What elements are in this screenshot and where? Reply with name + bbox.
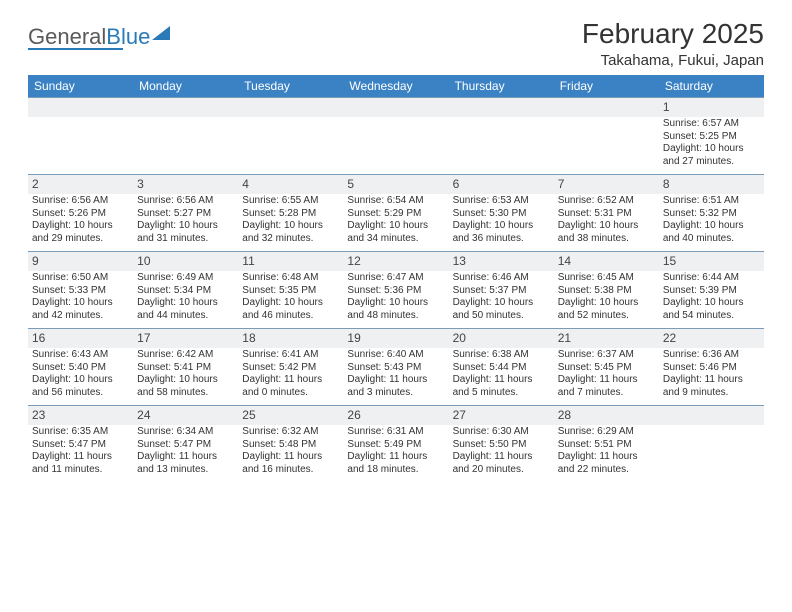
header-row: GeneralBlue February 2025 Takahama, Fuku… [28, 18, 764, 69]
day-number-cell: 4 [238, 175, 343, 195]
day-detail-cell: Sunrise: 6:30 AM Sunset: 5:50 PM Dayligh… [449, 425, 554, 482]
day-number-cell [28, 98, 133, 118]
day-detail-cell: Sunrise: 6:44 AM Sunset: 5:39 PM Dayligh… [659, 271, 764, 329]
weekday-header: Wednesday [343, 75, 448, 98]
day-detail-cell: Sunrise: 6:53 AM Sunset: 5:30 PM Dayligh… [449, 194, 554, 252]
day-detail-cell: Sunrise: 6:29 AM Sunset: 5:51 PM Dayligh… [554, 425, 659, 482]
day-detail-cell: Sunrise: 6:42 AM Sunset: 5:41 PM Dayligh… [133, 348, 238, 406]
day-number-cell: 20 [449, 329, 554, 349]
day-number-row: 9101112131415 [28, 252, 764, 272]
day-detail-cell: Sunrise: 6:51 AM Sunset: 5:32 PM Dayligh… [659, 194, 764, 252]
weekday-header: Saturday [659, 75, 764, 98]
weekday-header: Tuesday [238, 75, 343, 98]
day-number-cell [238, 98, 343, 118]
calendar-table: Sunday Monday Tuesday Wednesday Thursday… [28, 75, 764, 482]
day-detail-cell: Sunrise: 6:54 AM Sunset: 5:29 PM Dayligh… [343, 194, 448, 252]
day-number-cell: 27 [449, 406, 554, 426]
day-number-cell [554, 98, 659, 118]
day-detail-row: Sunrise: 6:57 AM Sunset: 5:25 PM Dayligh… [28, 117, 764, 175]
day-detail-cell: Sunrise: 6:50 AM Sunset: 5:33 PM Dayligh… [28, 271, 133, 329]
logo-block: GeneralBlue [28, 18, 170, 50]
day-number-cell [659, 406, 764, 426]
day-detail-cell: Sunrise: 6:32 AM Sunset: 5:48 PM Dayligh… [238, 425, 343, 482]
day-number-cell: 14 [554, 252, 659, 272]
day-detail-cell: Sunrise: 6:41 AM Sunset: 5:42 PM Dayligh… [238, 348, 343, 406]
day-detail-cell: Sunrise: 6:34 AM Sunset: 5:47 PM Dayligh… [133, 425, 238, 482]
day-number-row: 16171819202122 [28, 329, 764, 349]
day-number-row: 1 [28, 98, 764, 118]
weekday-header: Friday [554, 75, 659, 98]
day-number-cell: 19 [343, 329, 448, 349]
day-detail-cell [554, 117, 659, 175]
day-number-cell: 10 [133, 252, 238, 272]
day-detail-cell: Sunrise: 6:36 AM Sunset: 5:46 PM Dayligh… [659, 348, 764, 406]
day-detail-cell: Sunrise: 6:45 AM Sunset: 5:38 PM Dayligh… [554, 271, 659, 329]
day-detail-row: Sunrise: 6:50 AM Sunset: 5:33 PM Dayligh… [28, 271, 764, 329]
day-detail-cell: Sunrise: 6:56 AM Sunset: 5:27 PM Dayligh… [133, 194, 238, 252]
logo: GeneralBlue [28, 18, 170, 50]
day-detail-cell [449, 117, 554, 175]
day-detail-cell [133, 117, 238, 175]
day-detail-cell: Sunrise: 6:52 AM Sunset: 5:31 PM Dayligh… [554, 194, 659, 252]
day-number-cell: 3 [133, 175, 238, 195]
day-number-cell: 2 [28, 175, 133, 195]
day-number-cell: 9 [28, 252, 133, 272]
day-number-cell: 13 [449, 252, 554, 272]
day-detail-cell: Sunrise: 6:57 AM Sunset: 5:25 PM Dayligh… [659, 117, 764, 175]
day-detail-row: Sunrise: 6:35 AM Sunset: 5:47 PM Dayligh… [28, 425, 764, 482]
day-number-cell: 7 [554, 175, 659, 195]
day-detail-cell: Sunrise: 6:56 AM Sunset: 5:26 PM Dayligh… [28, 194, 133, 252]
day-detail-cell: Sunrise: 6:35 AM Sunset: 5:47 PM Dayligh… [28, 425, 133, 482]
day-detail-cell: Sunrise: 6:31 AM Sunset: 5:49 PM Dayligh… [343, 425, 448, 482]
day-number-cell: 22 [659, 329, 764, 349]
day-number-cell: 23 [28, 406, 133, 426]
day-number-cell [343, 98, 448, 118]
day-detail-cell [238, 117, 343, 175]
logo-triangle-icon [152, 26, 170, 40]
day-number-cell [133, 98, 238, 118]
day-number-cell: 8 [659, 175, 764, 195]
day-number-cell: 25 [238, 406, 343, 426]
day-detail-cell: Sunrise: 6:40 AM Sunset: 5:43 PM Dayligh… [343, 348, 448, 406]
calendar-page: GeneralBlue February 2025 Takahama, Fuku… [0, 0, 792, 482]
day-number-cell: 26 [343, 406, 448, 426]
day-number-cell [449, 98, 554, 118]
day-number-cell: 21 [554, 329, 659, 349]
day-detail-cell [659, 425, 764, 482]
title-block: February 2025 Takahama, Fukui, Japan [582, 18, 764, 69]
day-number-cell: 5 [343, 175, 448, 195]
day-number-row: 232425262728 [28, 406, 764, 426]
weekday-header: Sunday [28, 75, 133, 98]
day-detail-cell: Sunrise: 6:49 AM Sunset: 5:34 PM Dayligh… [133, 271, 238, 329]
logo-text-1: General [28, 24, 106, 50]
day-detail-cell [343, 117, 448, 175]
day-detail-cell: Sunrise: 6:48 AM Sunset: 5:35 PM Dayligh… [238, 271, 343, 329]
day-number-cell: 1 [659, 98, 764, 118]
day-number-cell: 11 [238, 252, 343, 272]
day-detail-cell: Sunrise: 6:47 AM Sunset: 5:36 PM Dayligh… [343, 271, 448, 329]
location-text: Takahama, Fukui, Japan [582, 52, 764, 69]
day-detail-cell: Sunrise: 6:37 AM Sunset: 5:45 PM Dayligh… [554, 348, 659, 406]
weekday-header: Thursday [449, 75, 554, 98]
day-detail-cell: Sunrise: 6:46 AM Sunset: 5:37 PM Dayligh… [449, 271, 554, 329]
day-number-cell: 28 [554, 406, 659, 426]
day-number-cell: 24 [133, 406, 238, 426]
day-detail-cell: Sunrise: 6:38 AM Sunset: 5:44 PM Dayligh… [449, 348, 554, 406]
day-number-cell: 15 [659, 252, 764, 272]
day-detail-row: Sunrise: 6:56 AM Sunset: 5:26 PM Dayligh… [28, 194, 764, 252]
day-number-cell: 18 [238, 329, 343, 349]
day-number-cell: 12 [343, 252, 448, 272]
day-detail-cell [28, 117, 133, 175]
day-detail-row: Sunrise: 6:43 AM Sunset: 5:40 PM Dayligh… [28, 348, 764, 406]
day-detail-cell: Sunrise: 6:55 AM Sunset: 5:28 PM Dayligh… [238, 194, 343, 252]
day-number-cell: 17 [133, 329, 238, 349]
weekday-header: Monday [133, 75, 238, 98]
day-number-cell: 16 [28, 329, 133, 349]
day-number-cell: 6 [449, 175, 554, 195]
day-detail-cell: Sunrise: 6:43 AM Sunset: 5:40 PM Dayligh… [28, 348, 133, 406]
month-title: February 2025 [582, 18, 764, 50]
day-number-row: 2345678 [28, 175, 764, 195]
logo-text-2: Blue [106, 24, 150, 50]
weekday-header-row: Sunday Monday Tuesday Wednesday Thursday… [28, 75, 764, 98]
